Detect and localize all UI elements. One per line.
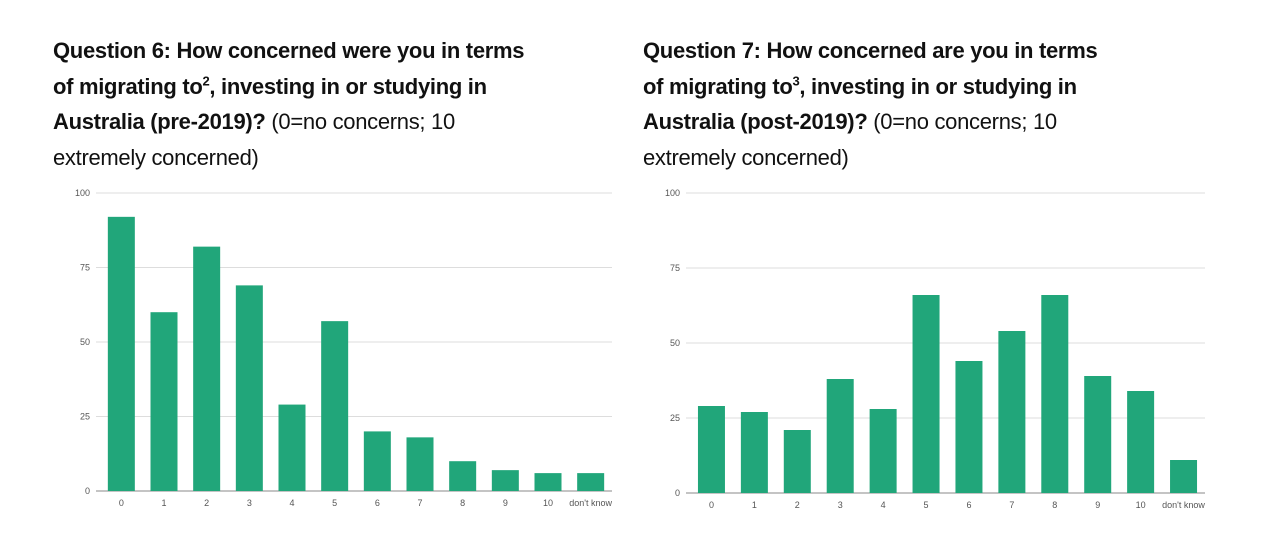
bar-10: [534, 473, 562, 491]
bar-3: [826, 379, 854, 493]
y-tick-label: 100: [75, 188, 90, 198]
y-tick-label: 0: [675, 488, 680, 498]
title-segment: (0=no concerns; 10: [265, 109, 455, 134]
x-tick-label: 2: [795, 500, 800, 510]
bar-6: [363, 431, 391, 491]
title-segment: Australia (post-2019)?: [643, 109, 868, 134]
x-tick-label: 3: [838, 500, 843, 510]
x-tick-label: 7: [417, 498, 422, 508]
x-tick-label: 6: [966, 500, 971, 510]
y-tick-label: 25: [80, 412, 90, 422]
x-tick-label: 6: [375, 498, 380, 508]
title-segment: Australia (pre-2019)?: [53, 109, 266, 134]
bar-8: [1041, 295, 1069, 493]
bar-7: [406, 437, 434, 491]
x-tick-label: 0: [119, 498, 124, 508]
bar-3: [235, 285, 263, 491]
bar-8: [449, 461, 477, 491]
x-tick-label: don't know: [1162, 500, 1205, 510]
bar-9: [1084, 376, 1112, 493]
title-line: Australia (post-2019)? (0=no concerns; 1…: [643, 104, 1097, 140]
x-tick-label: 1: [752, 500, 757, 510]
title-line: Question 6: How concerned were you in te…: [53, 33, 525, 69]
title-segment: , investing in or studying in: [209, 73, 487, 99]
title-segment: 2: [202, 73, 210, 89]
title-line: Question 7: How concerned are you in ter…: [643, 33, 1098, 69]
y-tick-label: 50: [80, 337, 90, 347]
title-segment: Question 6: How concerned were you in te…: [53, 38, 525, 63]
title-segment: extremely concerned): [53, 144, 259, 170]
bar-2: [783, 430, 811, 493]
title-segment: of migrating to: [643, 73, 793, 99]
x-tick-label: 9: [1095, 500, 1100, 510]
bar-0: [107, 216, 135, 491]
y-tick-label: 0: [85, 486, 90, 496]
x-tick-label: 3: [247, 498, 252, 508]
x-tick-label: 1: [161, 498, 166, 508]
y-tick-label: 50: [670, 338, 680, 348]
bar-10: [1127, 391, 1155, 493]
bar-9: [491, 470, 519, 491]
x-tick-label: 10: [1136, 500, 1146, 510]
x-tick-label: 2: [204, 498, 209, 508]
chart-title-q6: Question 6: How concerned were you in te…: [53, 33, 525, 176]
bar-don-t-know: [1170, 460, 1198, 493]
x-tick-label: 0: [709, 500, 714, 510]
bar-5: [912, 295, 940, 493]
bar-7: [998, 331, 1026, 493]
x-tick-label: 10: [543, 498, 553, 508]
x-tick-label: 7: [1009, 500, 1014, 510]
x-tick-label: 5: [332, 498, 337, 508]
title-segment: 3: [792, 73, 800, 89]
y-tick-label: 75: [80, 263, 90, 273]
bar-1: [740, 412, 768, 493]
title-segment: of migrating to: [53, 73, 203, 99]
y-tick-label: 25: [670, 413, 680, 423]
bar-4: [869, 409, 897, 493]
x-tick-label: 8: [460, 498, 465, 508]
title-line: extremely concerned): [643, 140, 1097, 176]
bar-2: [193, 246, 221, 491]
x-tick-label: don't know: [569, 498, 612, 508]
title-segment: , investing in or studying in: [799, 73, 1077, 99]
x-tick-label: 4: [289, 498, 294, 508]
x-tick-label: 4: [881, 500, 886, 510]
bar-don-t-know: [577, 473, 605, 491]
bar-5: [321, 321, 349, 491]
x-tick-label: 5: [924, 500, 929, 510]
title-segment: (0=no concerns; 10: [867, 109, 1057, 134]
x-tick-label: 9: [503, 498, 508, 508]
chart-title-q7: Question 7: How concerned are you in ter…: [643, 33, 1098, 176]
title-segment: extremely concerned): [643, 144, 849, 170]
bar-6: [955, 361, 983, 493]
title-line: Australia (pre-2019)? (0=no concerns; 10: [53, 104, 524, 140]
bar-0: [697, 406, 725, 493]
title-line: extremely concerned): [53, 140, 524, 176]
x-tick-label: 8: [1052, 500, 1057, 510]
title-segment: Question 7: How concerned are you in ter…: [643, 38, 1098, 63]
title-line: of migrating to2, investing in or studyi…: [53, 69, 524, 105]
y-tick-label: 100: [665, 188, 680, 198]
bar-1: [150, 312, 178, 491]
y-tick-label: 75: [670, 263, 680, 273]
bar-4: [278, 404, 306, 491]
title-line: of migrating to3, investing in or studyi…: [643, 69, 1097, 105]
